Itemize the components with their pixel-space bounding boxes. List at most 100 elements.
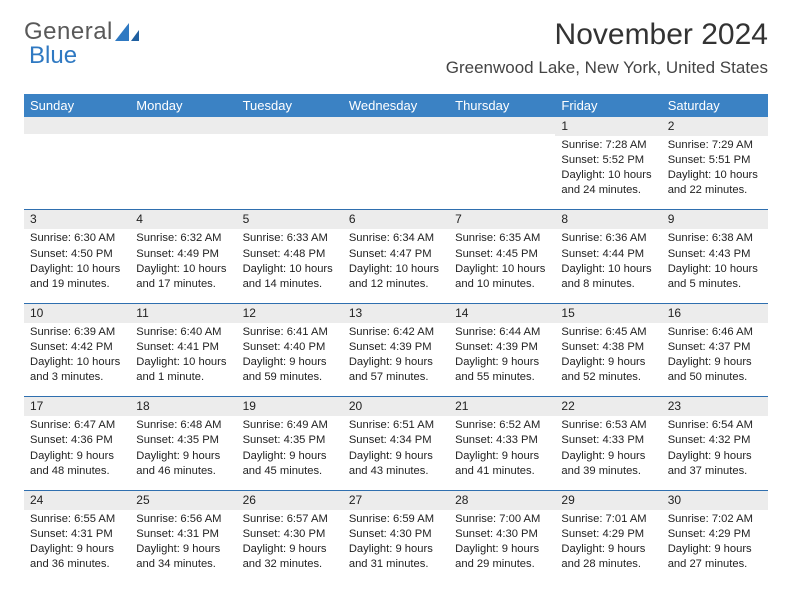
day-cell: 17Sunrise: 6:47 AMSunset: 4:36 PMDayligh…: [24, 396, 130, 489]
day-body: Sunrise: 6:46 AMSunset: 4:37 PMDaylight:…: [662, 323, 768, 395]
day-number: 19: [237, 396, 343, 416]
day-number: 12: [237, 303, 343, 323]
day-cell: 4Sunrise: 6:32 AMSunset: 4:49 PMDaylight…: [130, 209, 236, 302]
day-number: 16: [662, 303, 768, 323]
day-body: Sunrise: 6:54 AMSunset: 4:32 PMDaylight:…: [662, 416, 768, 488]
day-cell: 27Sunrise: 6:59 AMSunset: 4:30 PMDayligh…: [343, 490, 449, 583]
day-number: 3: [24, 209, 130, 229]
week-row: 17Sunrise: 6:47 AMSunset: 4:36 PMDayligh…: [24, 396, 768, 489]
day-body: Sunrise: 7:28 AMSunset: 5:52 PMDaylight:…: [555, 136, 661, 208]
dow-cell: Wednesday: [343, 94, 449, 117]
day-body: Sunrise: 6:34 AMSunset: 4:47 PMDaylight:…: [343, 229, 449, 301]
day-cell: 11Sunrise: 6:40 AMSunset: 4:41 PMDayligh…: [130, 303, 236, 396]
day-number: 4: [130, 209, 236, 229]
day-cell: 3Sunrise: 6:30 AMSunset: 4:50 PMDaylight…: [24, 209, 130, 302]
day-body: Sunrise: 6:47 AMSunset: 4:36 PMDaylight:…: [24, 416, 130, 488]
day-number: 1: [555, 117, 661, 136]
calendar-page: General November 2024 Greenwood Lake, Ne…: [0, 0, 792, 583]
day-cell: 2Sunrise: 7:29 AMSunset: 5:51 PMDaylight…: [662, 117, 768, 209]
day-cell: 12Sunrise: 6:41 AMSunset: 4:40 PMDayligh…: [237, 303, 343, 396]
day-body: Sunrise: 6:33 AMSunset: 4:48 PMDaylight:…: [237, 229, 343, 301]
day-number: 24: [24, 490, 130, 510]
day-number: 9: [662, 209, 768, 229]
dow-cell: Sunday: [24, 94, 130, 117]
day-cell: 16Sunrise: 6:46 AMSunset: 4:37 PMDayligh…: [662, 303, 768, 396]
day-number: 20: [343, 396, 449, 416]
day-body: Sunrise: 7:02 AMSunset: 4:29 PMDaylight:…: [662, 510, 768, 582]
day-number: 26: [237, 490, 343, 510]
location-text: Greenwood Lake, New York, United States: [446, 58, 768, 78]
day-cell: 24Sunrise: 6:55 AMSunset: 4:31 PMDayligh…: [24, 490, 130, 583]
day-body: Sunrise: 6:38 AMSunset: 4:43 PMDaylight:…: [662, 229, 768, 301]
day-body: Sunrise: 6:40 AMSunset: 4:41 PMDaylight:…: [130, 323, 236, 395]
day-number: 7: [449, 209, 555, 229]
day-cell: 1Sunrise: 7:28 AMSunset: 5:52 PMDaylight…: [555, 117, 661, 209]
day-number: 30: [662, 490, 768, 510]
day-body: Sunrise: 6:53 AMSunset: 4:33 PMDaylight:…: [555, 416, 661, 488]
day-number: 21: [449, 396, 555, 416]
day-cell: 28Sunrise: 7:00 AMSunset: 4:30 PMDayligh…: [449, 490, 555, 583]
day-number: 15: [555, 303, 661, 323]
day-body: Sunrise: 6:55 AMSunset: 4:31 PMDaylight:…: [24, 510, 130, 582]
day-number: 23: [662, 396, 768, 416]
day-body: Sunrise: 6:30 AMSunset: 4:50 PMDaylight:…: [24, 229, 130, 301]
day-cell: 15Sunrise: 6:45 AMSunset: 4:38 PMDayligh…: [555, 303, 661, 396]
day-body: Sunrise: 6:57 AMSunset: 4:30 PMDaylight:…: [237, 510, 343, 582]
day-body: Sunrise: 6:59 AMSunset: 4:30 PMDaylight:…: [343, 510, 449, 582]
calendar-grid: SundayMondayTuesdayWednesdayThursdayFrid…: [24, 94, 768, 583]
day-number: 6: [343, 209, 449, 229]
day-body: Sunrise: 6:36 AMSunset: 4:44 PMDaylight:…: [555, 229, 661, 301]
dow-cell: Monday: [130, 94, 236, 117]
title-block: November 2024 Greenwood Lake, New York, …: [446, 18, 768, 78]
day-cell: 29Sunrise: 7:01 AMSunset: 4:29 PMDayligh…: [555, 490, 661, 583]
day-number: 11: [130, 303, 236, 323]
day-body: Sunrise: 6:49 AMSunset: 4:35 PMDaylight:…: [237, 416, 343, 488]
day-body: Sunrise: 6:35 AMSunset: 4:45 PMDaylight:…: [449, 229, 555, 301]
week-row: 24Sunrise: 6:55 AMSunset: 4:31 PMDayligh…: [24, 490, 768, 583]
day-cell: 18Sunrise: 6:48 AMSunset: 4:35 PMDayligh…: [130, 396, 236, 489]
day-of-week-header: SundayMondayTuesdayWednesdayThursdayFrid…: [24, 94, 768, 117]
month-title: November 2024: [446, 18, 768, 52]
day-body: Sunrise: 6:51 AMSunset: 4:34 PMDaylight:…: [343, 416, 449, 488]
dow-cell: Tuesday: [237, 94, 343, 117]
day-cell: 21Sunrise: 6:52 AMSunset: 4:33 PMDayligh…: [449, 396, 555, 489]
day-body: Sunrise: 6:39 AMSunset: 4:42 PMDaylight:…: [24, 323, 130, 395]
day-number: 17: [24, 396, 130, 416]
day-body: Sunrise: 7:01 AMSunset: 4:29 PMDaylight:…: [555, 510, 661, 582]
header-row: General November 2024 Greenwood Lake, Ne…: [24, 18, 768, 78]
day-number: 5: [237, 209, 343, 229]
day-cell: 9Sunrise: 6:38 AMSunset: 4:43 PMDaylight…: [662, 209, 768, 302]
day-number: 8: [555, 209, 661, 229]
day-cell: 5Sunrise: 6:33 AMSunset: 4:48 PMDaylight…: [237, 209, 343, 302]
day-number: 25: [130, 490, 236, 510]
day-number: 28: [449, 490, 555, 510]
week-row: 1Sunrise: 7:28 AMSunset: 5:52 PMDaylight…: [24, 117, 768, 209]
day-cell: 13Sunrise: 6:42 AMSunset: 4:39 PMDayligh…: [343, 303, 449, 396]
day-number: 14: [449, 303, 555, 323]
day-cell: 10Sunrise: 6:39 AMSunset: 4:42 PMDayligh…: [24, 303, 130, 396]
day-body: Sunrise: 6:44 AMSunset: 4:39 PMDaylight:…: [449, 323, 555, 395]
brand-part2: Blue: [29, 42, 77, 70]
day-body: Sunrise: 6:32 AMSunset: 4:49 PMDaylight:…: [130, 229, 236, 301]
dow-cell: Saturday: [662, 94, 768, 117]
dow-cell: Thursday: [449, 94, 555, 117]
day-number: 29: [555, 490, 661, 510]
empty-cell: [130, 117, 236, 209]
week-row: 10Sunrise: 6:39 AMSunset: 4:42 PMDayligh…: [24, 303, 768, 396]
day-body: Sunrise: 6:56 AMSunset: 4:31 PMDaylight:…: [130, 510, 236, 582]
day-body: Sunrise: 6:45 AMSunset: 4:38 PMDaylight:…: [555, 323, 661, 395]
day-cell: 30Sunrise: 7:02 AMSunset: 4:29 PMDayligh…: [662, 490, 768, 583]
day-cell: 8Sunrise: 6:36 AMSunset: 4:44 PMDaylight…: [555, 209, 661, 302]
week-row: 3Sunrise: 6:30 AMSunset: 4:50 PMDaylight…: [24, 209, 768, 302]
day-cell: 7Sunrise: 6:35 AMSunset: 4:45 PMDaylight…: [449, 209, 555, 302]
day-cell: 6Sunrise: 6:34 AMSunset: 4:47 PMDaylight…: [343, 209, 449, 302]
day-cell: 22Sunrise: 6:53 AMSunset: 4:33 PMDayligh…: [555, 396, 661, 489]
day-number: 27: [343, 490, 449, 510]
day-body: Sunrise: 6:41 AMSunset: 4:40 PMDaylight:…: [237, 323, 343, 395]
weeks-container: 1Sunrise: 7:28 AMSunset: 5:52 PMDaylight…: [24, 117, 768, 583]
dow-cell: Friday: [555, 94, 661, 117]
day-cell: 20Sunrise: 6:51 AMSunset: 4:34 PMDayligh…: [343, 396, 449, 489]
day-body: Sunrise: 6:42 AMSunset: 4:39 PMDaylight:…: [343, 323, 449, 395]
day-cell: 14Sunrise: 6:44 AMSunset: 4:39 PMDayligh…: [449, 303, 555, 396]
day-number: 2: [662, 117, 768, 136]
